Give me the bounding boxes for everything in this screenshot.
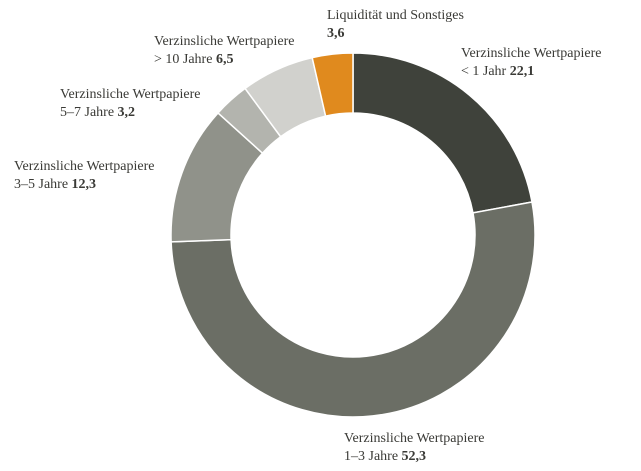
label-range-value: > 10 Jahre 6,5 (154, 52, 234, 67)
label-range-value: < 1 Jahr 22,1 (461, 64, 535, 79)
donut-slice-5 (311, 52, 354, 118)
label-title: Verzinsliche Wertpapiere (461, 46, 602, 61)
label-lt-1-jahr: Verzinsliche Wertpapiere < 1 Jahr 22,1 (461, 45, 602, 81)
label-title: Verzinsliche Wertpapiere (344, 431, 485, 446)
value-label: 12,3 (71, 177, 97, 192)
label-3-5-jahre: Verzinsliche Wertpapiere 3–5 Jahre 12,3 (14, 158, 155, 194)
label-title: Verzinsliche Wertpapiere (14, 159, 155, 174)
value-label: 6,5 (215, 52, 234, 67)
label-gt-10-jahre: Verzinsliche Wertpapiere > 10 Jahre 6,5 (154, 33, 295, 69)
label-range-value: 3–5 Jahre 12,3 (14, 177, 97, 192)
label-title: Liquidität und Sonstiges (327, 8, 464, 23)
value-label: 3,6 (327, 26, 345, 41)
label-liquiditaet: Liquidität und Sonstiges 3,6 (327, 7, 464, 43)
label-range-value: 1–3 Jahre 52,3 (344, 449, 427, 464)
value-label: 52,3 (401, 449, 427, 464)
label-title: Verzinsliche Wertpapiere (60, 87, 201, 102)
label-title: Verzinsliche Wertpapiere (154, 34, 295, 49)
donut-slice-1 (170, 201, 536, 418)
value-label: 3,2 (117, 105, 136, 120)
value-label: 22,1 (509, 64, 535, 79)
label-5-7-jahre: Verzinsliche Wertpapiere 5–7 Jahre 3,2 (60, 86, 201, 122)
label-range-value: 5–7 Jahre 3,2 (60, 105, 136, 120)
label-1-3-jahre: Verzinsliche Wertpapiere 1–3 Jahre 52,3 (344, 430, 485, 466)
